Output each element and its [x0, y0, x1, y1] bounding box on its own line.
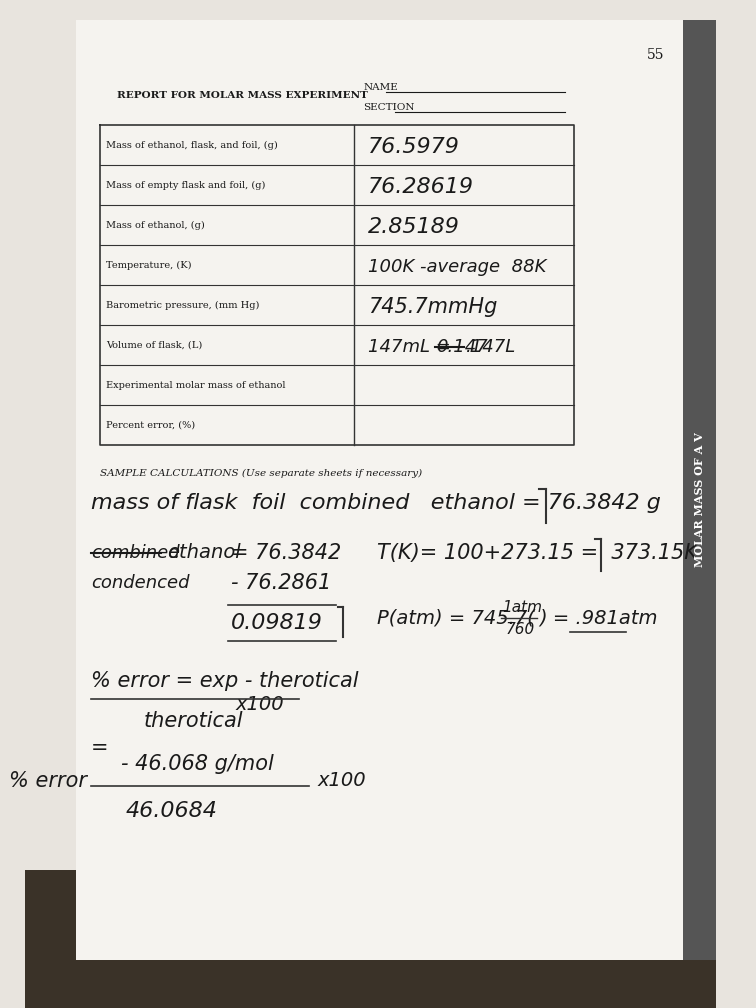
Text: 2.85189: 2.85189	[368, 217, 460, 237]
Text: 76.28619: 76.28619	[368, 177, 474, 197]
Text: ethanol: ethanol	[167, 543, 240, 562]
Text: mass of flask  foil  combined   ethanol = 76.3842 g: mass of flask foil combined ethanol = 76…	[91, 493, 661, 513]
Text: NAME: NAME	[364, 84, 398, 93]
Text: 0.09819: 0.09819	[231, 613, 323, 633]
Text: 76.5979: 76.5979	[368, 137, 460, 157]
Text: combined: combined	[91, 544, 180, 562]
Polygon shape	[683, 20, 716, 960]
Text: 745.7mmHg: 745.7mmHg	[368, 297, 497, 317]
Text: 760: 760	[506, 623, 535, 637]
Text: Mass of ethanol, flask, and foil, (g): Mass of ethanol, flask, and foil, (g)	[106, 140, 277, 149]
Text: SECTION: SECTION	[364, 104, 415, 113]
Text: =: =	[91, 738, 109, 758]
Text: Experimental molar mass of ethanol: Experimental molar mass of ethanol	[106, 380, 285, 389]
Text: Percent error, (%): Percent error, (%)	[106, 420, 195, 429]
Text: MOLAR MASS OF A V: MOLAR MASS OF A V	[694, 432, 705, 568]
Text: ) = .981atm: ) = .981atm	[539, 609, 658, 628]
Text: P(atm) = 745.7(: P(atm) = 745.7(	[377, 609, 535, 628]
Polygon shape	[76, 20, 683, 960]
Text: - 76.2861: - 76.2861	[231, 573, 331, 593]
Text: therotical: therotical	[144, 711, 243, 731]
Text: condenced: condenced	[91, 574, 190, 592]
Text: x100: x100	[318, 771, 367, 790]
Text: 100K -average  88K: 100K -average 88K	[368, 258, 547, 276]
Polygon shape	[25, 870, 716, 1008]
Text: T(K)= 100+273.15 =  373.15K: T(K)= 100+273.15 = 373.15K	[377, 543, 698, 563]
Text: 55: 55	[647, 48, 665, 62]
Text: Temperature, (K): Temperature, (K)	[106, 260, 191, 269]
Text: Barometric pressure, (mm Hg): Barometric pressure, (mm Hg)	[106, 300, 259, 309]
Text: SAMPLE CALCULATIONS (Use separate sheets if necessary): SAMPLE CALCULATIONS (Use separate sheets…	[101, 469, 423, 478]
Text: .147L: .147L	[466, 338, 516, 356]
Text: Volume of flask, (L): Volume of flask, (L)	[106, 341, 202, 350]
Text: - 46.068 g/mol: - 46.068 g/mol	[121, 754, 274, 774]
Text: Mass of ethanol, (g): Mass of ethanol, (g)	[106, 221, 204, 230]
Text: x100: x100	[236, 695, 284, 714]
Text: 0.147: 0.147	[436, 338, 488, 356]
Text: 1atm: 1atm	[503, 601, 542, 616]
Text: % error: % error	[9, 771, 88, 791]
Text: REPORT FOR MOLAR MASS EXPERIMENT: REPORT FOR MOLAR MASS EXPERIMENT	[116, 91, 367, 100]
Text: 147mL =: 147mL =	[368, 338, 457, 356]
Text: % error = exp - therotical: % error = exp - therotical	[91, 671, 358, 691]
Text: = 76.3842: = 76.3842	[231, 543, 341, 563]
Text: 46.0684: 46.0684	[125, 801, 218, 821]
Text: Mass of empty flask and foil, (g): Mass of empty flask and foil, (g)	[106, 180, 265, 190]
